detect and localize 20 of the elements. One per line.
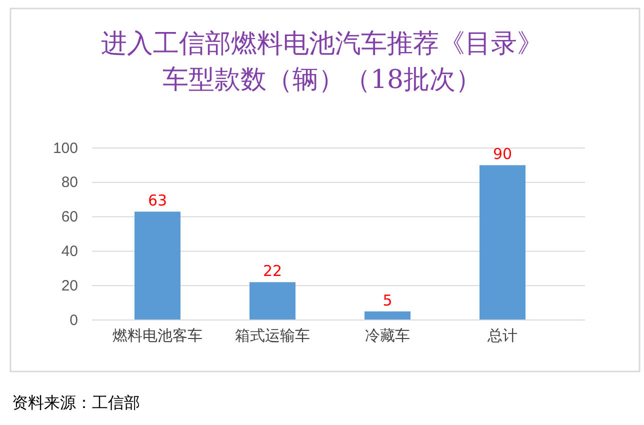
data-label: 63 <box>148 192 168 210</box>
text: 资料来源：工信部 <box>12 393 140 412</box>
y-tick-label: 40 <box>61 243 78 260</box>
y-tick-label: 0 <box>70 312 78 329</box>
x-tick-label: 总计 <box>486 328 518 345</box>
bar <box>480 165 526 320</box>
y-tick-label: 100 <box>52 140 78 157</box>
bar <box>250 282 296 320</box>
bar <box>134 212 180 320</box>
data-label: 22 <box>262 262 282 280</box>
data-label: 5 <box>382 291 392 310</box>
y-tick-label: 20 <box>61 277 78 294</box>
x-tick-label: 燃料电池客车 <box>112 328 202 345</box>
x-tick-label: 冷藏车 <box>365 328 410 345</box>
data-label: 90 <box>492 145 512 164</box>
y-tick-label: 80 <box>61 174 78 192</box>
x-tick-label: 箱式运输车 <box>235 328 310 345</box>
bar <box>364 311 410 320</box>
chart-title: 进入工信部燃料电池汽车推荐《目录》车型款数（辆）（18批次） <box>101 29 543 95</box>
y-tick-label: 60 <box>61 208 78 226</box>
